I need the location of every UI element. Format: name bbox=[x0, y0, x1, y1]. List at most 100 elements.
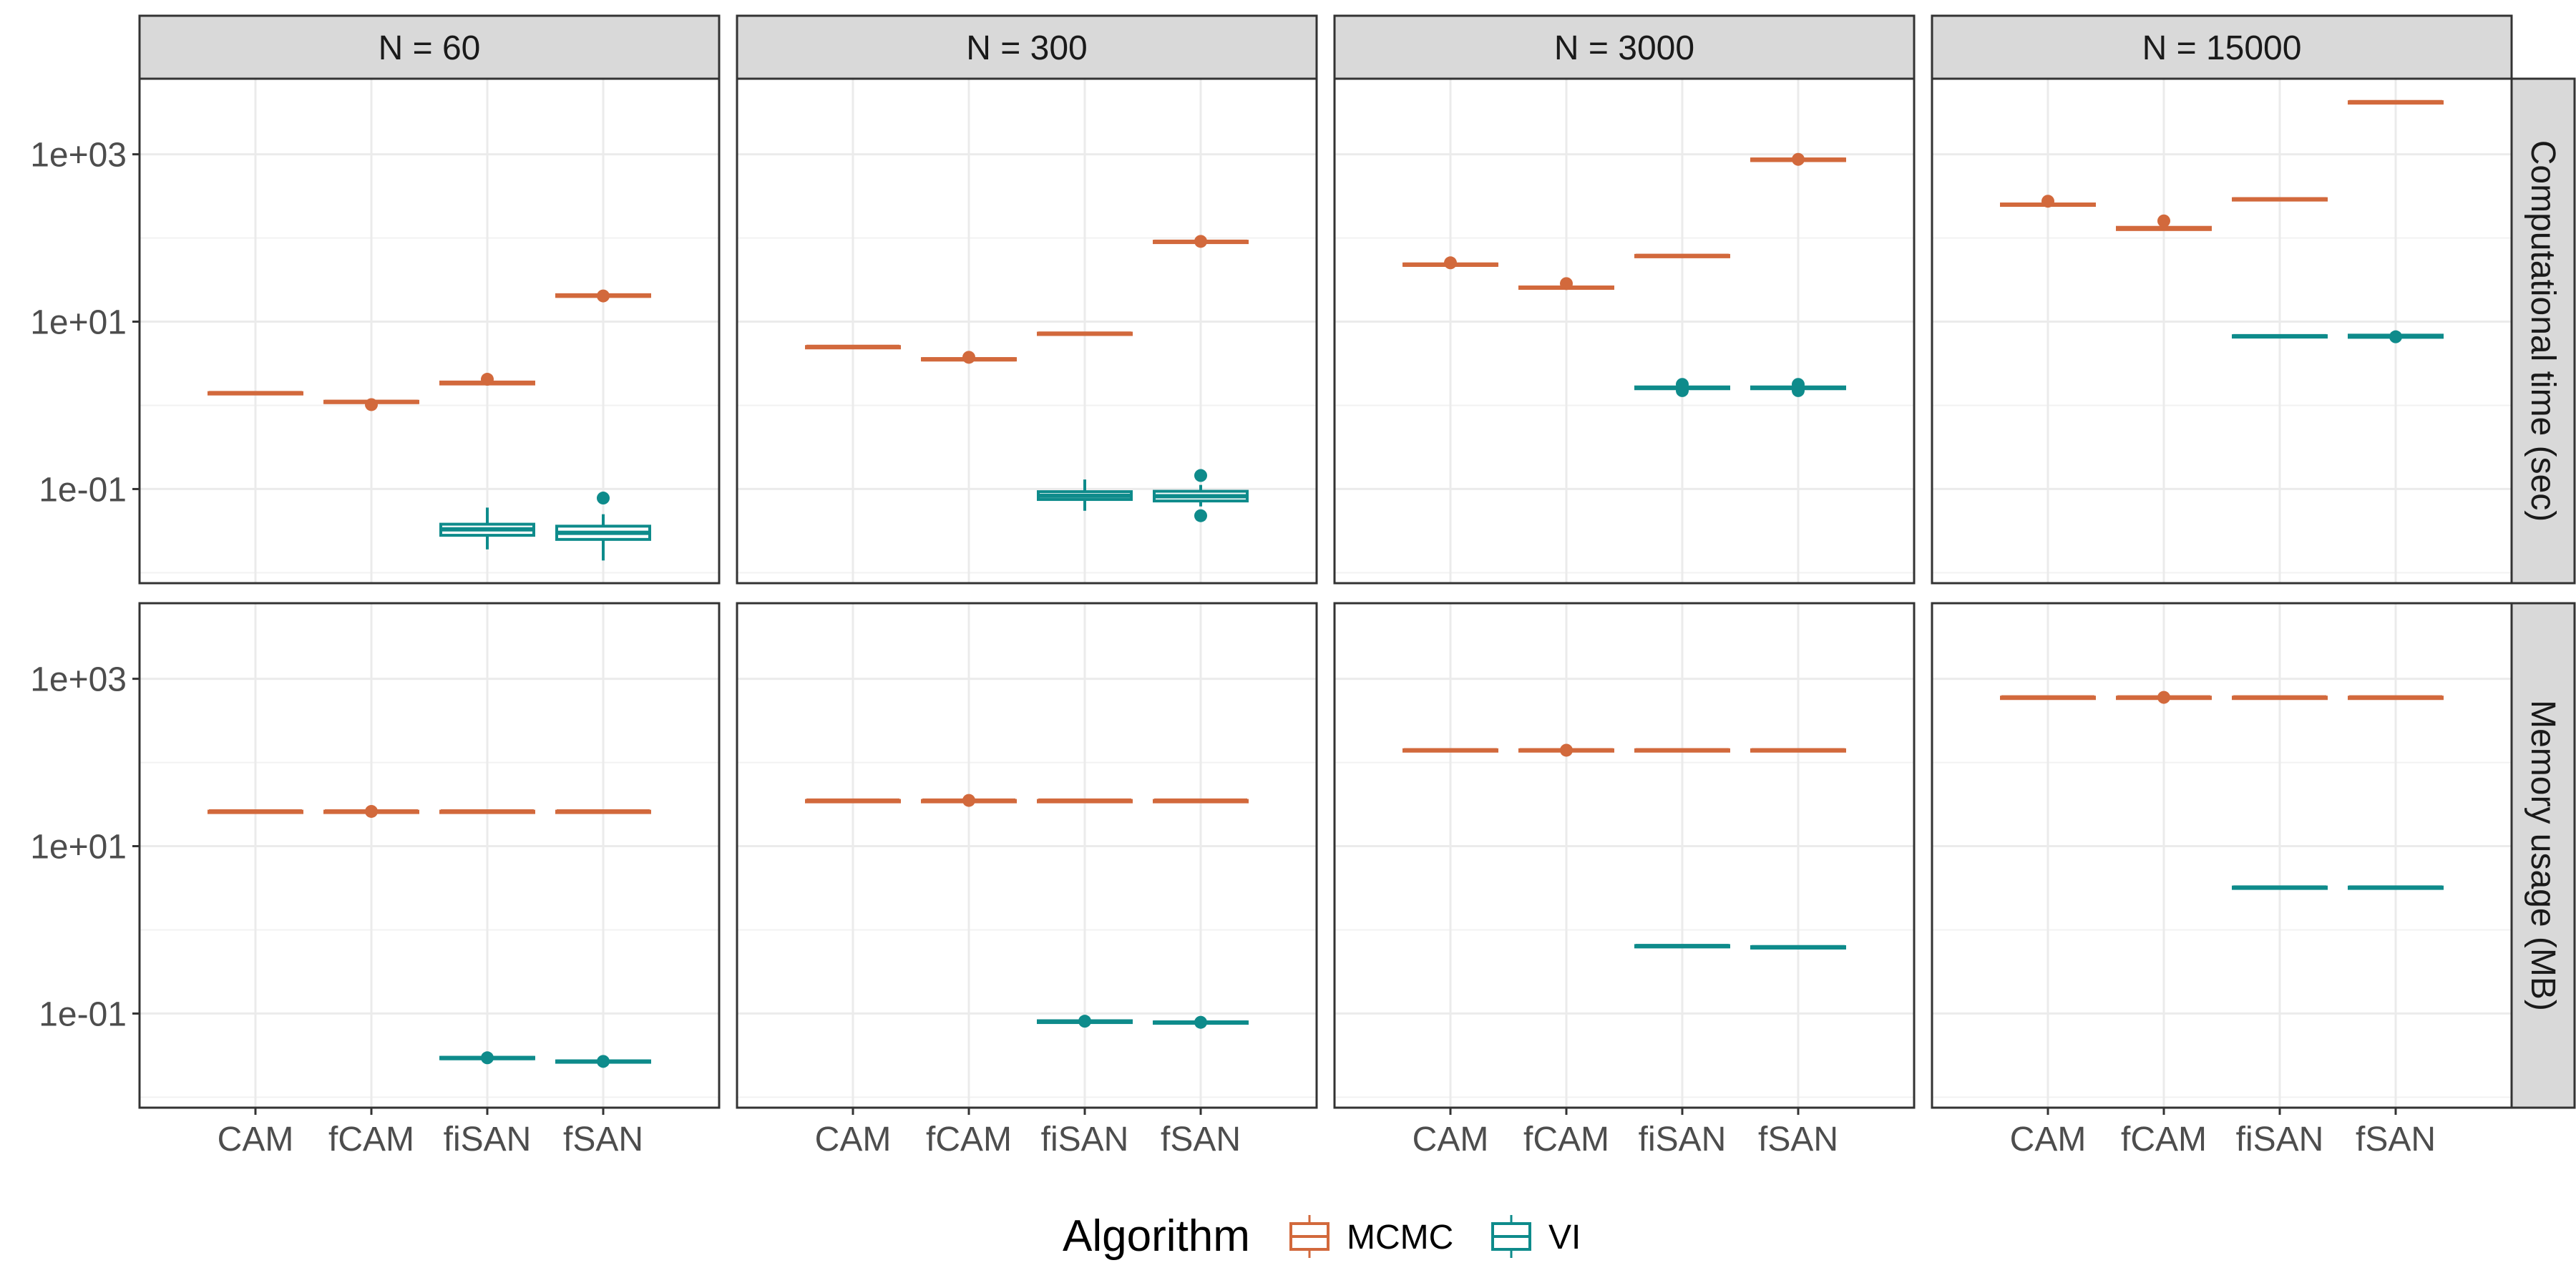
outlier-point bbox=[1194, 509, 1207, 522]
y-tick-label: 1e-01 bbox=[39, 471, 127, 509]
box-mcmc-fcam bbox=[2116, 214, 2212, 231]
box-vi-fsan bbox=[1750, 945, 1846, 950]
panel-background bbox=[1932, 603, 2512, 1108]
x-tick-label: CAM bbox=[218, 1121, 294, 1158]
panel bbox=[737, 603, 1317, 1108]
box-mcmc-fsan bbox=[2348, 99, 2444, 105]
box-mcmc-fisan bbox=[2232, 695, 2328, 701]
box-mcmc-fsan bbox=[2348, 695, 2444, 701]
panel-marks bbox=[208, 289, 651, 561]
x-tick-label: CAM bbox=[1413, 1121, 1489, 1158]
outlier-point bbox=[597, 1055, 610, 1068]
box-vi-fisan bbox=[439, 1051, 535, 1065]
box-mcmc-fsan bbox=[1750, 152, 1846, 166]
legend-entry-label: VI bbox=[1548, 1219, 1581, 1257]
strip-right-label: Memory usage (MB) bbox=[2524, 700, 2562, 1011]
outlier-point bbox=[1194, 469, 1207, 482]
x-tick-label: fSAN bbox=[563, 1121, 643, 1158]
strip-right-label: Computational time (sec) bbox=[2524, 140, 2562, 522]
box-mcmc-fisan bbox=[439, 373, 535, 386]
outlier-point bbox=[1194, 1015, 1207, 1029]
outlier-point bbox=[1792, 384, 1805, 397]
panel-marks bbox=[805, 235, 1249, 522]
x-tick-label: fSAN bbox=[1758, 1121, 1838, 1158]
panel-background bbox=[140, 79, 719, 583]
outlier-point bbox=[1560, 743, 1573, 757]
panel-marks bbox=[805, 794, 1249, 1029]
strip-top bbox=[736, 14, 1318, 80]
outlier-point bbox=[1078, 1015, 1091, 1028]
box-mcmc-cam bbox=[2000, 195, 2096, 208]
panel bbox=[140, 79, 719, 583]
outlier-point bbox=[365, 804, 378, 818]
box-mcmc-cam bbox=[805, 344, 901, 350]
strip-right bbox=[2510, 77, 2576, 585]
panel-marks bbox=[2000, 691, 2444, 890]
panel bbox=[140, 603, 719, 1108]
box-mcmc-cam bbox=[1402, 256, 1498, 270]
box-vi-fsan bbox=[555, 1055, 651, 1068]
box-vi-fsan bbox=[1153, 1015, 1249, 1029]
box-mcmc-fsan bbox=[555, 809, 651, 814]
box-mcmc-fcam bbox=[323, 398, 419, 411]
box-mcmc-cam bbox=[805, 798, 901, 804]
panel bbox=[1335, 603, 1914, 1108]
box-mcmc-cam bbox=[1402, 748, 1498, 753]
box-vi-fsan bbox=[555, 492, 651, 561]
box-mcmc-fcam bbox=[323, 804, 419, 818]
box-mcmc-fisan bbox=[1037, 331, 1133, 336]
box-mcmc-fisan bbox=[439, 809, 535, 814]
box-vi-fisan bbox=[1634, 378, 1730, 397]
strip-top-label: N = 3000 bbox=[1554, 29, 1694, 67]
strip-right bbox=[2510, 602, 2576, 1109]
outlier-point bbox=[597, 289, 610, 303]
y-tick-label: 1e+03 bbox=[30, 661, 127, 699]
strip-top bbox=[1333, 14, 1916, 80]
box-vi-fisan bbox=[2232, 333, 2328, 339]
y-tick-label: 1e+03 bbox=[30, 137, 127, 175]
outlier-point bbox=[1676, 384, 1689, 397]
box-mcmc-fcam bbox=[921, 351, 1017, 364]
panel-border bbox=[736, 602, 1318, 1109]
strip-top-label: N = 300 bbox=[966, 29, 1087, 67]
box-mcmc-fsan bbox=[1153, 235, 1249, 248]
x-tick-label: fiSAN bbox=[2236, 1121, 2324, 1158]
box-mcmc-fsan bbox=[1750, 748, 1846, 753]
x-tick-label: fSAN bbox=[2356, 1121, 2436, 1158]
box-vi-fisan bbox=[1037, 479, 1133, 511]
box-mcmc-fsan bbox=[1153, 798, 1249, 804]
outlier-point bbox=[962, 794, 975, 807]
outlier-point bbox=[597, 492, 610, 505]
panel-marks bbox=[208, 804, 651, 1068]
y-tick-label: 1e-01 bbox=[39, 995, 127, 1033]
box-vi-fisan bbox=[439, 507, 535, 550]
x-tick-label: CAM bbox=[815, 1121, 892, 1158]
box-mcmc-cam bbox=[208, 809, 303, 814]
box-mcmc-cam bbox=[2000, 695, 2096, 701]
box-vi-fisan bbox=[1634, 944, 1730, 949]
box-vi-fisan bbox=[2232, 885, 2328, 890]
x-tick-label: fCAM bbox=[1523, 1121, 1609, 1158]
box-vi-fisan bbox=[1037, 1015, 1133, 1028]
box-mcmc-fcam bbox=[1518, 743, 1614, 757]
x-tick-label: fCAM bbox=[2121, 1121, 2207, 1158]
outlier-point bbox=[1194, 235, 1207, 248]
y-tick-label: 1e+01 bbox=[30, 304, 127, 342]
panel-marks bbox=[1402, 743, 1846, 950]
legend-title: Algorithm bbox=[1063, 1211, 1250, 1261]
panel-background bbox=[140, 603, 719, 1108]
outlier-point bbox=[2389, 330, 2402, 343]
box-mcmc-fisan bbox=[1634, 748, 1730, 753]
panel-background bbox=[1932, 79, 2512, 583]
box-mcmc-fcam bbox=[921, 794, 1017, 807]
x-tick-label: fCAM bbox=[926, 1121, 1012, 1158]
box-vi-fsan bbox=[2348, 885, 2444, 890]
outlier-point bbox=[365, 398, 378, 411]
outlier-point bbox=[481, 373, 494, 386]
box-vi-fsan bbox=[2348, 330, 2444, 343]
box-mcmc-fisan bbox=[1634, 253, 1730, 258]
outlier-point bbox=[962, 351, 975, 364]
panel bbox=[737, 79, 1317, 583]
outlier-point bbox=[481, 1051, 494, 1065]
x-tick-label: CAM bbox=[2010, 1121, 2087, 1158]
